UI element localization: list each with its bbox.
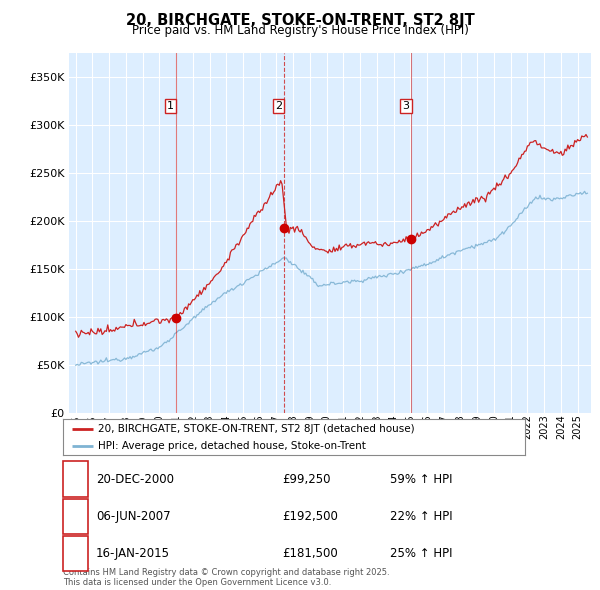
Text: 3: 3 — [403, 101, 409, 111]
Text: 1: 1 — [167, 101, 174, 111]
Text: Contains HM Land Registry data © Crown copyright and database right 2025.
This d: Contains HM Land Registry data © Crown c… — [63, 568, 389, 587]
Text: 20, BIRCHGATE, STOKE-ON-TRENT, ST2 8JT (detached house): 20, BIRCHGATE, STOKE-ON-TRENT, ST2 8JT (… — [98, 424, 414, 434]
Text: £192,500: £192,500 — [282, 510, 338, 523]
Text: 20, BIRCHGATE, STOKE-ON-TRENT, ST2 8JT: 20, BIRCHGATE, STOKE-ON-TRENT, ST2 8JT — [125, 13, 475, 28]
Text: 22% ↑ HPI: 22% ↑ HPI — [390, 510, 452, 523]
Text: 16-JAN-2015: 16-JAN-2015 — [96, 547, 170, 560]
Text: £99,250: £99,250 — [282, 473, 331, 486]
Text: Price paid vs. HM Land Registry's House Price Index (HPI): Price paid vs. HM Land Registry's House … — [131, 24, 469, 37]
Text: 1: 1 — [72, 473, 79, 486]
Text: 3: 3 — [72, 547, 79, 560]
Text: 2: 2 — [72, 510, 79, 523]
Text: 2: 2 — [275, 101, 282, 111]
Text: 25% ↑ HPI: 25% ↑ HPI — [390, 547, 452, 560]
Text: 06-JUN-2007: 06-JUN-2007 — [96, 510, 170, 523]
Text: 59% ↑ HPI: 59% ↑ HPI — [390, 473, 452, 486]
Text: £181,500: £181,500 — [282, 547, 338, 560]
Text: 20-DEC-2000: 20-DEC-2000 — [96, 473, 174, 486]
Text: HPI: Average price, detached house, Stoke-on-Trent: HPI: Average price, detached house, Stok… — [98, 441, 365, 451]
